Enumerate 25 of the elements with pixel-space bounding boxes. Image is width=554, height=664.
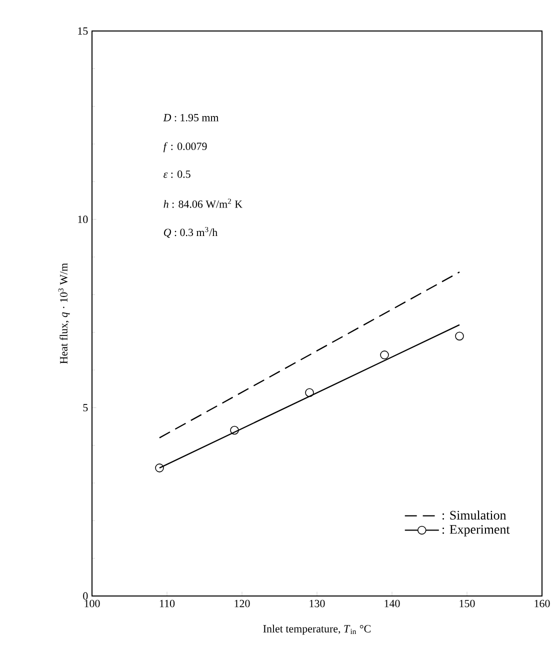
x-tick-label: 130 [310,600,325,608]
point [380,350,389,360]
annotation: D : 1.95 mm [163,114,219,122]
legend-label: : Simulation [442,510,506,520]
legend-label: : Experiment [442,525,510,536]
point [155,464,164,472]
x-tick-label: 110 [160,600,175,608]
x-tick-label: 100 [84,600,100,608]
y-tick-label: 15 [78,27,88,35]
y-tick-label: 0 [83,592,88,600]
x-tick-label: 140 [384,600,400,608]
point [230,426,239,435]
y-tick-label: 5 [83,404,88,412]
y-axis-title: Heat flux, q · 10$^{3}$ W/m [58,263,70,364]
x-axis-title: Inlet temperature, T$_{in}$ °C [263,624,371,635]
x-tick-label: 150 [460,600,475,608]
annotation: f : 0.0079 [164,142,207,152]
annotation: ε : 0.5 [164,170,190,178]
x-tick-label: 160 [534,600,550,608]
point [455,332,464,340]
annotation: Q : 0.3 m$^{3}$/h [164,226,218,238]
x-tick-label: 120 [234,600,250,608]
y-tick-label: 10 [78,216,88,224]
point [305,388,314,397]
annotation: h : 84.06 W/m$^{2}$ K [164,198,243,208]
